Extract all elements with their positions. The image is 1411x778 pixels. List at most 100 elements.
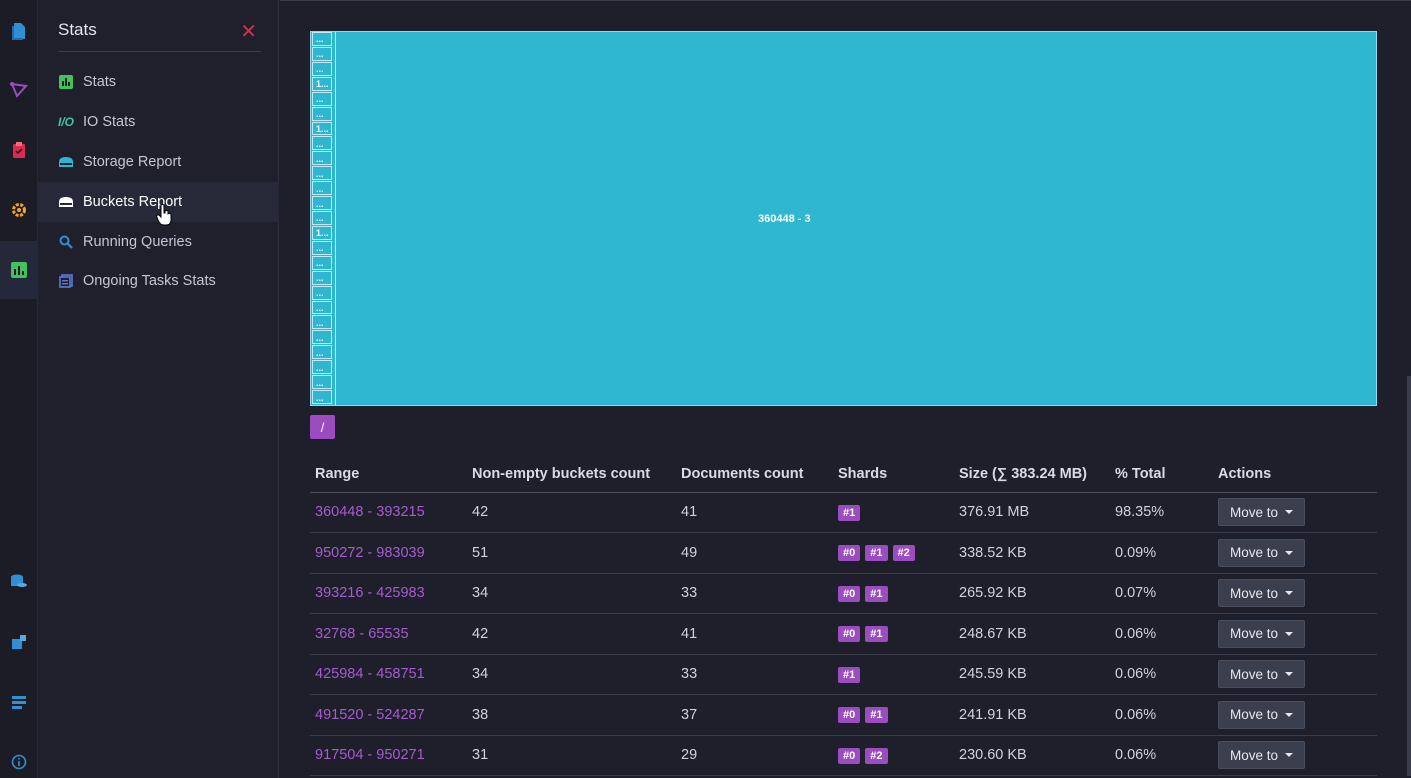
move-to-button[interactable]: Move to: [1218, 538, 1306, 567]
treemap-cell[interactable]: ...: [312, 390, 332, 404]
col-total[interactable]: % Total: [1110, 456, 1213, 493]
hand-cursor-icon: [156, 204, 172, 226]
tasks-clipboard-icon[interactable]: [0, 121, 38, 179]
treemap-cell[interactable]: ...: [312, 240, 332, 255]
buckets-icon: [58, 194, 74, 210]
treemap-cell[interactable]: ...: [312, 330, 332, 345]
treemap-cell[interactable]: ...: [312, 166, 332, 181]
treemap-cell[interactable]: ...: [312, 285, 332, 300]
treemap-cell[interactable]: 1...: [312, 121, 332, 136]
range-link[interactable]: 491520 - 524287: [310, 694, 467, 736]
menu-item-ongoing-tasks-stats[interactable]: Ongoing Tasks Stats: [38, 261, 279, 301]
shard-badge[interactable]: #1: [865, 626, 888, 643]
treemap-cell[interactable]: ...: [312, 315, 332, 330]
shard-badge[interactable]: #1: [838, 666, 861, 683]
col-buckets[interactable]: Non-empty buckets count: [467, 456, 676, 493]
treemap-cell[interactable]: 1...: [312, 225, 332, 240]
col-range[interactable]: Range: [310, 456, 467, 493]
treemap-cell[interactable]: ...: [312, 300, 332, 315]
actions-cell: Move to: [1213, 573, 1377, 614]
col-docs[interactable]: Documents count: [676, 456, 833, 493]
range-link[interactable]: 393216 - 425983: [310, 573, 467, 614]
move-to-button[interactable]: Move to: [1218, 579, 1306, 608]
size-value: 265.92 KB: [954, 573, 1110, 614]
move-to-button[interactable]: Move to: [1218, 498, 1306, 527]
shard-badge[interactable]: #2: [892, 545, 915, 562]
treemap-center-label: 360448 - 3: [758, 213, 811, 225]
shard-badge[interactable]: #0: [838, 545, 861, 562]
treemap-cell[interactable]: ...: [312, 91, 332, 106]
table-row: 950272 - 983039 51 49 #0 #1 #2 338.52 KB 0.09% M…: [310, 532, 1377, 574]
treemap-cell[interactable]: ...: [312, 32, 332, 46]
treemap-cell[interactable]: ...: [312, 151, 332, 166]
about-info-icon[interactable]: [0, 733, 38, 778]
treemap-cell[interactable]: ...: [312, 211, 332, 225]
documents-count: 41: [676, 613, 833, 655]
shard-badge[interactable]: #1: [865, 707, 888, 724]
documents-icon[interactable]: [0, 2, 38, 60]
treemap-breadcrumb-root[interactable]: /: [310, 415, 335, 439]
actions-cell: Move to: [1213, 735, 1377, 776]
shard-badge[interactable]: #0: [838, 747, 861, 764]
io-stats-icon: I/O: [58, 115, 75, 129]
move-to-button[interactable]: Move to: [1218, 660, 1306, 689]
move-to-button[interactable]: Move to: [1218, 741, 1306, 770]
documents-count: 41: [676, 492, 833, 533]
move-to-button[interactable]: Move to: [1218, 700, 1306, 729]
menu-item-storage-report[interactable]: Storage Report: [38, 142, 279, 182]
treemap-cell[interactable]: ...: [312, 360, 332, 375]
stats-rail-icon[interactable]: [0, 241, 38, 299]
actions-cell: Move to: [1213, 532, 1377, 574]
scrollbar[interactable]: [1407, 376, 1411, 776]
databases-icon[interactable]: [0, 553, 38, 611]
shard-badge[interactable]: #1: [838, 504, 861, 521]
col-size[interactable]: Size (∑ 383.24 MB): [954, 456, 1110, 493]
treemap-cell[interactable]: ...: [312, 270, 332, 285]
range-link[interactable]: 360448 - 393215: [310, 492, 467, 533]
treemap-cell[interactable]: ...: [312, 196, 332, 211]
treemap-cell[interactable]: ...: [312, 106, 332, 121]
treemap-cell[interactable]: 1...: [312, 76, 332, 91]
tasks-icon: [58, 273, 74, 289]
buckets-count: 38: [467, 694, 676, 736]
shard-badge[interactable]: #0: [838, 585, 861, 602]
treemap-cell[interactable]: ...: [312, 46, 332, 61]
treemap-divider: [335, 32, 336, 405]
menu-item-stats[interactable]: Stats: [38, 62, 279, 102]
menu-item-io-stats[interactable]: I/O IO Stats: [38, 102, 279, 142]
treemap-cell[interactable]: ...: [312, 255, 332, 270]
close-icon[interactable]: ✕: [240, 21, 257, 43]
menu-item-label: Storage Report: [83, 154, 182, 170]
buckets-table: Range Non-empty buckets count Documents …: [310, 456, 1377, 776]
treemap-cell[interactable]: ...: [312, 375, 332, 390]
move-to-button[interactable]: Move to: [1218, 619, 1306, 648]
range-link[interactable]: 917504 - 950271: [310, 735, 467, 776]
indexes-icon[interactable]: [0, 61, 38, 119]
shard-badge[interactable]: #0: [838, 626, 861, 643]
range-link[interactable]: 950272 - 983039: [310, 532, 467, 574]
stats-icon: [58, 74, 74, 90]
percent-total: 0.06%: [1110, 694, 1213, 736]
shard-badge[interactable]: #2: [865, 747, 888, 764]
buckets-treemap[interactable]: ......... 1......... 1....................…: [310, 31, 1377, 406]
caret-down-icon: [1285, 591, 1294, 596]
col-shards[interactable]: Shards: [833, 456, 954, 493]
shards-cell: #0 #1: [833, 573, 954, 614]
shard-badge[interactable]: #1: [865, 545, 888, 562]
icon-rail: [0, 0, 38, 778]
range-link[interactable]: 425984 - 458751: [310, 654, 467, 695]
shards-cell: #0 #1 #2: [833, 532, 954, 574]
settings-gear-icon[interactable]: [0, 181, 38, 239]
shard-badge[interactable]: #0: [838, 707, 861, 724]
treemap-cell[interactable]: ...: [312, 61, 332, 76]
cluster-dashboard-icon[interactable]: [0, 613, 38, 671]
treemap-cell[interactable]: ...: [312, 345, 332, 360]
percent-total: 0.07%: [1110, 573, 1213, 614]
treemap-cell[interactable]: ...: [312, 181, 332, 196]
treemap-cell[interactable]: ...: [312, 136, 332, 151]
manage-server-icon[interactable]: [0, 673, 38, 731]
menu-item-label: Ongoing Tasks Stats: [83, 273, 216, 289]
range-link[interactable]: 32768 - 65535: [310, 613, 467, 655]
menu-item-running-queries[interactable]: Running Queries: [38, 222, 279, 262]
shard-badge[interactable]: #1: [865, 585, 888, 602]
